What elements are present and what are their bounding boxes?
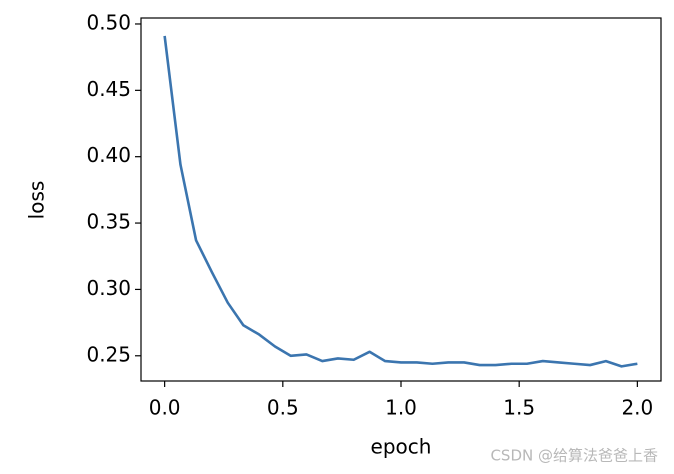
y-tick-label: 0.50: [86, 10, 131, 34]
y-tick-label: 0.25: [86, 342, 131, 366]
x-tick-label: 2.0: [621, 396, 653, 420]
plot-frame: [140, 17, 662, 382]
x-tick-label: 1.5: [503, 396, 535, 420]
line-series: [163, 35, 638, 368]
y-tick-label: 0.30: [86, 276, 131, 300]
y-tick-label: 0.35: [86, 210, 131, 234]
x-tick-label: 0.5: [267, 396, 299, 420]
watermark: CSDN @给算法爸爸上香: [490, 447, 658, 465]
x-axis-label: epoch: [371, 435, 432, 459]
y-tick-label: 0.40: [86, 143, 131, 167]
y-tick-label: 0.45: [86, 77, 131, 101]
x-tick-label: 1.0: [385, 396, 417, 420]
y-axis-label: loss: [25, 181, 49, 220]
x-tick-label: 0.0: [149, 396, 181, 420]
